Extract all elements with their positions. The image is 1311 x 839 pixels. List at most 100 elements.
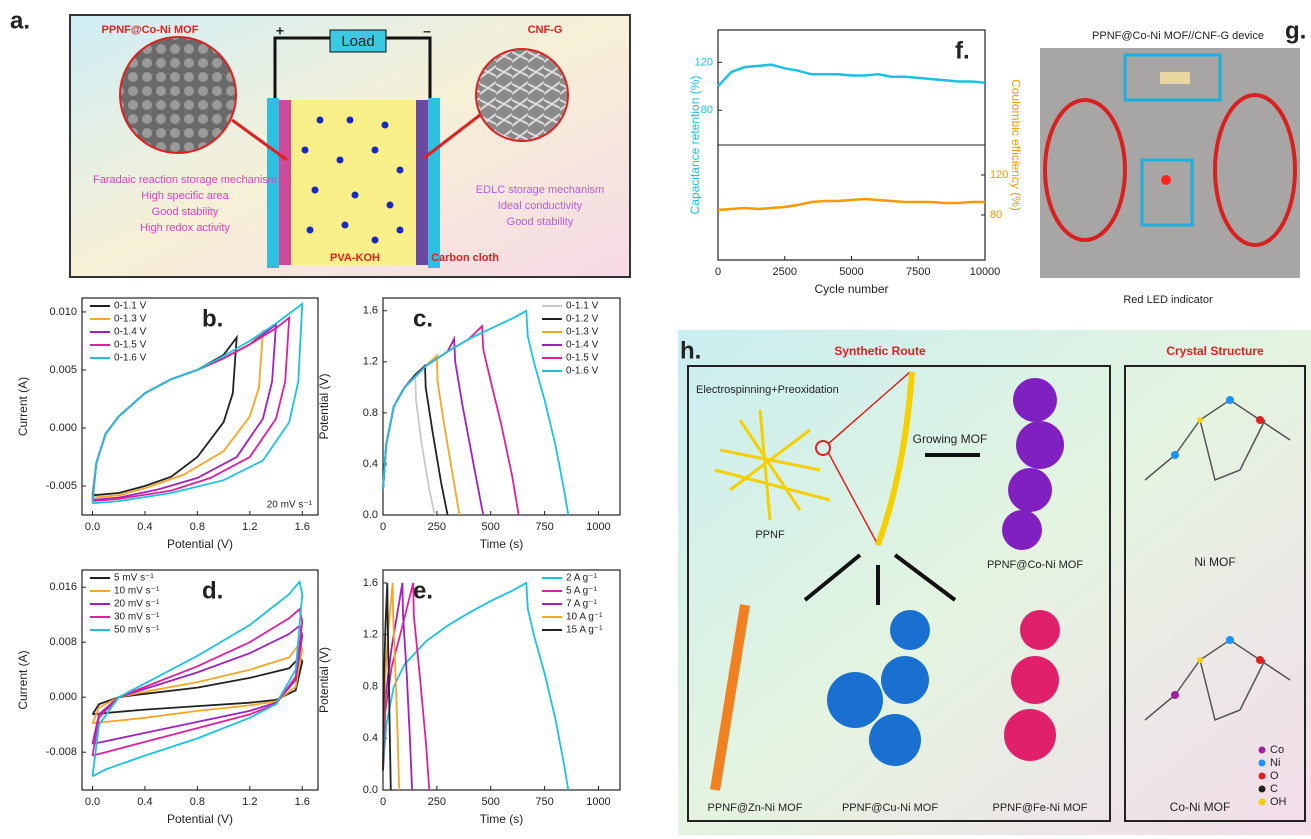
y-tick-label: 1.2 — [363, 356, 378, 368]
legend-label: Co — [1270, 744, 1284, 756]
legend-label: 0-1.2 V — [566, 314, 599, 325]
sem-image-right — [476, 49, 568, 141]
y-tick-label: 0.000 — [49, 691, 77, 703]
legend-label: 5 A g⁻¹ — [566, 586, 598, 597]
x-axis-label: Cycle number — [814, 282, 888, 296]
series-line — [718, 65, 985, 87]
legend-label: 0-1.4 V — [566, 340, 599, 351]
legend-label: 30 mV s⁻¹ — [114, 612, 160, 623]
y-tick-label: 1.2 — [363, 629, 378, 641]
series-line — [718, 199, 985, 210]
legend-label: 10 A g⁻¹ — [566, 612, 603, 623]
x-tick-label: 10000 — [970, 266, 1001, 278]
x-tick-label: 1.2 — [242, 796, 257, 808]
note: EDLC storage mechanism — [476, 184, 604, 196]
note: Ideal conductivity — [498, 200, 583, 212]
legend-label: Ni — [1270, 757, 1280, 769]
note: Good stability — [152, 206, 219, 218]
legend-label: 20 mV s⁻¹ — [114, 599, 160, 610]
y-tick-label: -0.008 — [46, 746, 77, 758]
legend-label: 10 mV s⁻¹ — [114, 586, 160, 597]
legend-label: 0-1.1 V — [566, 301, 599, 312]
section-title: Synthetic Route — [834, 344, 926, 358]
y-tick-label: 80 — [701, 104, 713, 116]
curve — [383, 326, 519, 515]
growing-label: Growing MOF — [913, 432, 988, 446]
curve — [383, 339, 483, 515]
legend-label: 15 A g⁻¹ — [566, 625, 603, 636]
legend-label: 0-1.3 V — [566, 327, 599, 338]
x-tick-label: 1.6 — [295, 796, 310, 808]
x-tick-label: 5000 — [839, 266, 863, 278]
legend-swatch — [1259, 799, 1266, 806]
product-label: PPNF@Co-Ni MOF — [987, 559, 1083, 571]
electrolyte — [285, 100, 425, 265]
note: Faradaic reaction storage mechanism — [93, 174, 277, 186]
legend-swatch — [1259, 760, 1266, 767]
panel-label: f. — [955, 37, 970, 64]
electrolyte-label: PVA-KOH — [330, 252, 380, 264]
panel-g: PPNF@Co-Ni MOF//CNF-G device g. Red LED … — [1040, 17, 1306, 306]
product-label: PPNF@Fe-Ni MOF — [993, 802, 1088, 814]
y-tick-label: 0.010 — [49, 306, 77, 318]
y2-tick-label: 120 — [990, 169, 1008, 181]
legend-label: OH — [1270, 796, 1287, 808]
right-title: CNF-G — [528, 24, 563, 36]
product-label: PPNF@Cu-Ni MOF — [842, 802, 938, 814]
process-label: Electrospinning+Preoxidation — [696, 384, 839, 396]
panel-label: h. — [680, 337, 701, 364]
curve — [383, 311, 568, 515]
x-tick-label: 0.4 — [137, 521, 152, 533]
x-axis-label: Potential (V) — [167, 812, 233, 826]
legend-label: 0-1.6 V — [566, 366, 599, 377]
x-axis-label: Time (s) — [480, 812, 524, 826]
x-tick-label: 0.8 — [190, 796, 205, 808]
y-tick-label: 0.4 — [363, 732, 378, 744]
legend-label: 0-1.5 V — [566, 353, 599, 364]
panel-label: c. — [413, 305, 433, 332]
legend-label: 0-1.4 V — [114, 327, 147, 338]
x-axis-label: Potential (V) — [167, 537, 233, 551]
legend-label: C — [1270, 783, 1278, 795]
legend-label: 5 mV s⁻¹ — [114, 573, 154, 584]
led — [1161, 175, 1171, 185]
legend-label: 50 mV s⁻¹ — [114, 625, 160, 636]
x-tick-label: 750 — [535, 796, 553, 808]
collector-right — [428, 98, 440, 268]
legend-swatch — [1259, 773, 1266, 780]
legend-label: 7 A g⁻¹ — [566, 599, 598, 610]
x-axis-label: Time (s) — [480, 537, 524, 551]
x-tick-label: 0 — [715, 266, 721, 278]
electrode-right — [416, 100, 428, 265]
x-tick-label: 250 — [428, 521, 446, 533]
legend-label: 0-1.3 V — [114, 314, 147, 325]
y2-axis-label: Coulombic efficiency (%) — [1009, 79, 1023, 211]
section-title: Crystal Structure — [1166, 344, 1264, 358]
x-tick-label: 7500 — [906, 266, 930, 278]
annotation: 20 mV s⁻¹ — [267, 500, 313, 511]
panel-label: g. — [1285, 17, 1306, 44]
note: Good stability — [507, 216, 574, 228]
x-tick-label: 0.4 — [137, 796, 152, 808]
y-tick-label: 1.6 — [363, 305, 378, 317]
x-tick-label: 500 — [482, 521, 500, 533]
x-tick-label: 0.8 — [190, 521, 205, 533]
legend-swatch — [1259, 747, 1266, 754]
x-tick-label: 1.2 — [242, 521, 257, 533]
caption: Red LED indicator — [1123, 294, 1213, 306]
note: High redox activity — [140, 222, 230, 234]
y-axis-label: Capacitance retention (%) — [688, 76, 702, 215]
legend-label: 0-1.6 V — [114, 353, 147, 364]
device — [1160, 72, 1190, 84]
y-axis-label: Current (A) — [16, 650, 30, 709]
legend-swatch — [1259, 786, 1266, 793]
legend-label: 0-1.5 V — [114, 340, 147, 351]
panel-label: d. — [202, 577, 223, 604]
product-label: PPNF@Zn-Ni MOF — [708, 802, 803, 814]
device-title: PPNF@Co-Ni MOF//CNF-G device — [1092, 30, 1264, 42]
sem-image-left — [120, 37, 236, 153]
x-tick-label: 500 — [482, 796, 500, 808]
y-tick-label: 1.6 — [363, 577, 378, 589]
panel-label: b. — [202, 305, 223, 332]
y-tick-label: 0.8 — [363, 407, 378, 419]
